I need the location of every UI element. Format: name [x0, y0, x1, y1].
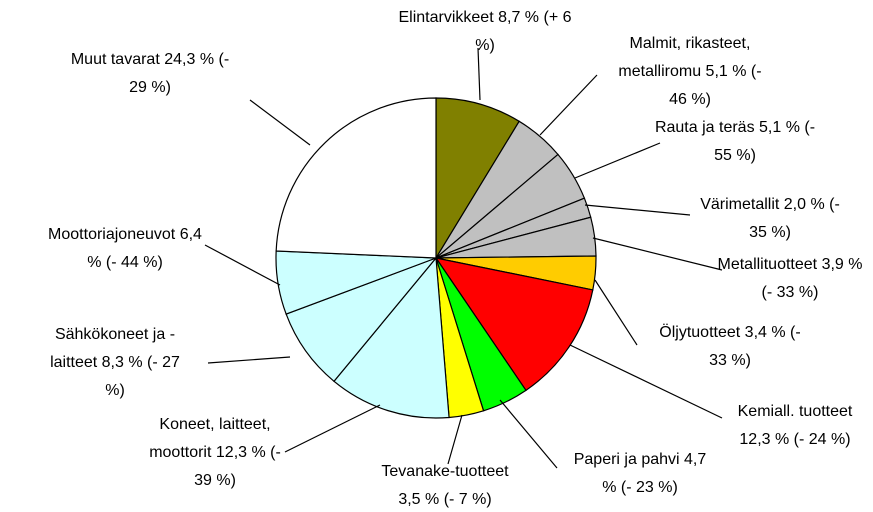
label-value: 8,3 % [101, 354, 143, 371]
slice-label: Tevanake-tuotteet 3,5 % (- 7 %) [370, 458, 520, 512]
slice-label: Muut tavarat 24,3 % (- 29 %) [63, 46, 238, 102]
slice-label: Koneet, laitteet, moottorit 12,3 % (- 39… [143, 411, 288, 495]
leader-line [584, 204, 691, 216]
label-change: (- 46 %) [669, 63, 762, 108]
label-name: Värimetallit [700, 196, 780, 213]
leader-line [249, 99, 311, 146]
label-value: 3,4 % [744, 324, 786, 341]
label-name: Sähkökoneet ja - laitteet [50, 326, 176, 371]
pie-slice [275, 97, 437, 259]
label-value: 8,7 % [498, 9, 540, 26]
leader-line [574, 142, 661, 179]
slice-label: Malmit, rikasteet, metalliromu 5,1 % (- … [610, 30, 770, 114]
label-name: Öljytuotteet [659, 324, 741, 341]
label-value: 5,1 % [759, 119, 800, 136]
label-name: Malmit, rikasteet, metalliromu [618, 35, 751, 80]
slice-label: Rauta ja teräs 5,1 % (- 55 %) [648, 114, 823, 170]
label-change: (- 33 %) [709, 324, 801, 369]
pie-slice [333, 256, 450, 419]
label-value: 12,3 % [215, 444, 266, 461]
label-value: 2,0 % [783, 196, 825, 213]
slice-label: Värimetallit 2,0 % (- 35 %) [690, 191, 850, 247]
leader-line [594, 279, 638, 346]
pie-slice [434, 257, 594, 392]
label-name: Rauta ja teräs [654, 119, 755, 136]
label-name: Koneet, laitteet, moottorit [149, 416, 271, 461]
leader-line [499, 399, 558, 469]
label-change: (- 23 %) [620, 479, 678, 496]
leader-line [284, 404, 381, 453]
label-change: (+ 6 %) [475, 9, 572, 54]
label-change: (- 55 %) [714, 119, 816, 164]
label-name: Paperi ja pahvi [573, 451, 680, 468]
label-value: 12,3 % [739, 431, 790, 448]
label-name: Moottoriajoneuvot [48, 226, 176, 243]
label-name: Muut tavarat [70, 51, 160, 68]
label-change: (- 44 %) [105, 254, 163, 271]
label-change: (- 33 %) [761, 284, 819, 301]
leader-line [477, 47, 481, 101]
label-name: Elintarvikkeet [398, 9, 494, 26]
label-value: 3,5 % [398, 491, 440, 508]
label-name: Metallituotteet [717, 256, 818, 273]
slice-label: Paperi ja pahvi 4,7 % (- 23 %) [570, 446, 710, 502]
leader-line [569, 344, 723, 419]
label-name: Tevanake-tuotteet [381, 463, 509, 480]
slice-label: Elintarvikkeet 8,7 % (+ 6 %) [393, 4, 578, 60]
slice-label: Moottoriajoneuvot 6,4 % (- 44 %) [45, 221, 205, 277]
label-change: (- 7 %) [443, 491, 492, 508]
leader-line [204, 244, 281, 286]
slice-label: Kemiall. tuotteet 12,3 % (- 24 %) [720, 398, 870, 454]
label-change: (- 27 %) [105, 354, 180, 399]
leader-line [447, 414, 463, 465]
label-value: 6,4 % [87, 226, 202, 271]
label-change: (- 24 %) [793, 431, 851, 448]
leader-line [539, 74, 598, 136]
leader-line [207, 356, 291, 364]
slice-label: Metallituotteet 3,9 % (- 33 %) [715, 251, 865, 307]
label-change: (- 29 %) [129, 51, 230, 96]
label-value: 3,9 % [821, 256, 863, 273]
pie-slice [435, 97, 520, 261]
label-value: 5,1 % [705, 63, 747, 80]
label-name: Kemiall. tuotteet [737, 403, 853, 420]
label-value: 24,3 % [164, 51, 215, 68]
label-change: (- 35 %) [749, 196, 840, 241]
slice-label: Öljytuotteet 3,4 % (- 33 %) [653, 319, 808, 375]
leader-line [592, 237, 723, 271]
slice-label: Sähkökoneet ja - laitteet 8,3 % (- 27 %) [45, 321, 185, 405]
label-value: 4,7 % [602, 451, 707, 496]
label-change: (- 39 %) [194, 444, 281, 489]
